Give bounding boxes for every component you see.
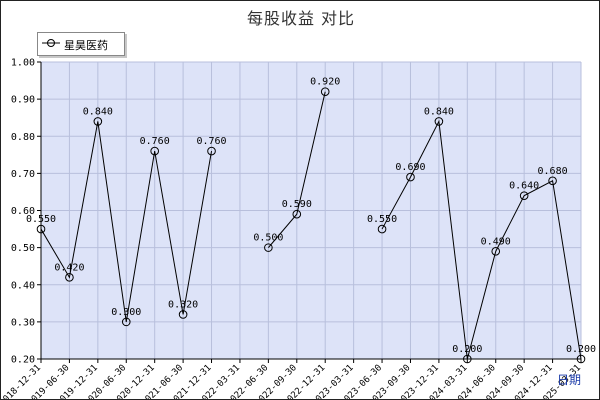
data-label: 0.690 — [395, 162, 425, 173]
y-tick-label: 1.00 — [11, 58, 35, 69]
y-tick-label: 0.30 — [11, 317, 35, 328]
data-point — [150, 146, 159, 156]
data-label: 0.490 — [481, 236, 511, 247]
data-label: 0.840 — [83, 106, 113, 117]
data-point — [207, 146, 216, 156]
data-point — [576, 354, 586, 364]
data-point — [406, 172, 415, 182]
y-tick-label: 0.80 — [11, 132, 35, 143]
data-point — [65, 273, 74, 282]
data-point — [178, 310, 188, 319]
data-point — [264, 243, 273, 252]
data-label: 0.640 — [509, 181, 539, 192]
series-line — [40, 91, 582, 360]
x-axis-title: 日期 — [557, 373, 581, 387]
data-label: 0.760 — [196, 136, 226, 147]
data-label: 0.840 — [424, 106, 454, 117]
data-point — [548, 176, 557, 186]
data-label: 0.320 — [168, 299, 198, 310]
y-tick-label: 0.60 — [11, 206, 35, 217]
y-tick-label: 0.40 — [11, 280, 35, 291]
legend: 星昊医药 — [37, 32, 125, 56]
data-label: 0.500 — [253, 233, 283, 244]
y-tick-label: 0.50 — [11, 243, 35, 254]
data-label: 0.550 — [26, 214, 56, 225]
data-point — [491, 247, 501, 256]
legend-marker-icon — [42, 39, 60, 47]
data-point — [121, 317, 131, 327]
data-point — [463, 354, 472, 364]
chart-title: 每股收益 对比 — [246, 9, 356, 28]
data-label: 0.550 — [367, 214, 397, 225]
data-label: 0.200 — [452, 344, 482, 355]
data-label: 0.760 — [140, 136, 170, 147]
data-label: 0.420 — [54, 262, 84, 273]
data-point — [320, 87, 330, 96]
data-point — [36, 224, 46, 234]
y-tick-label: 0.90 — [11, 95, 35, 106]
data-label: 0.920 — [310, 77, 340, 88]
data-point — [434, 117, 444, 126]
data-label: 0.590 — [282, 199, 312, 210]
data-point — [519, 191, 529, 200]
data-label: 0.680 — [538, 166, 568, 177]
data-label: 0.200 — [566, 344, 596, 355]
data-label: 0.300 — [111, 307, 141, 318]
legend-label: 星昊医药 — [64, 39, 108, 52]
data-point — [93, 117, 103, 126]
y-tick-label: 0.70 — [11, 169, 35, 180]
data-point — [377, 224, 387, 234]
y-tick-label: 0.20 — [11, 355, 35, 366]
data-point — [292, 209, 302, 219]
